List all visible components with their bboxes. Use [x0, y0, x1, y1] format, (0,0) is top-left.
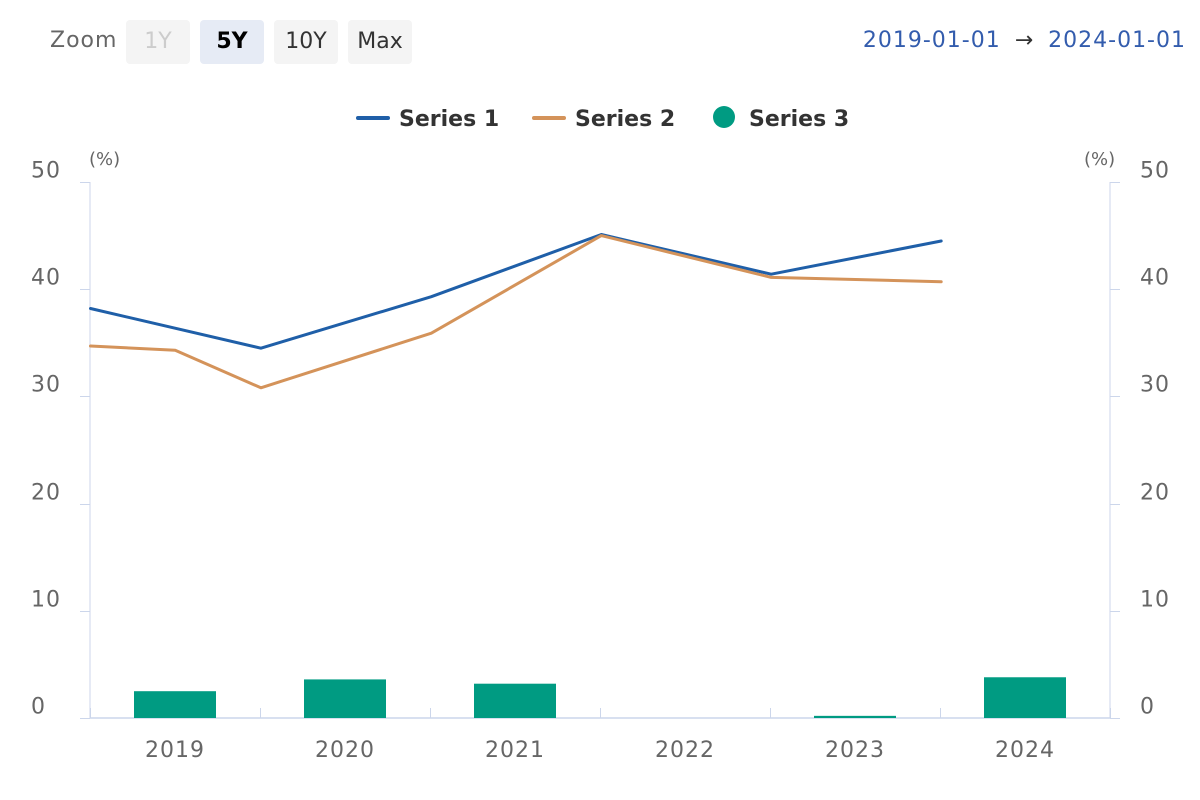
y-right-tick-label: 50: [1140, 159, 1170, 184]
bar-series-3[interactable]: [984, 677, 1066, 718]
x-tick-label: 2019: [145, 738, 205, 763]
x-tick-label: 2022: [655, 738, 715, 763]
y-left-tick-label: 20: [31, 481, 61, 506]
legend-item-series-2[interactable]: Series 2: [532, 107, 675, 132]
range-arrow-icon: →: [1014, 28, 1035, 53]
bar-series-3[interactable]: [814, 715, 896, 718]
zoom-max-button[interactable]: Max: [348, 20, 412, 64]
legend: Series 1 Series 2 Series 3: [356, 106, 849, 132]
y-left-tick-label: 10: [31, 588, 61, 613]
bar-series-3[interactable]: [474, 683, 556, 718]
y-right-tick-label: 30: [1140, 373, 1170, 398]
date-range: 2019-01-01 → 2024-01-01: [863, 28, 1186, 53]
zoom-1y-button[interactable]: 1Y: [126, 20, 190, 64]
legend-marker-series-3: [713, 106, 735, 128]
x-tick-label: 2023: [825, 738, 885, 763]
legend-item-series-1[interactable]: Series 1: [356, 107, 499, 132]
axes: 0 10 20 30 40 50 0 10 20 30 40 50 2019 2020 2021 2022 20…: [31, 159, 1170, 764]
y-right-tick-label: 0: [1140, 695, 1155, 720]
bar-series-3[interactable]: [134, 691, 216, 718]
range-from-input[interactable]: 2019-01-01: [862, 28, 1001, 53]
left-axis-unit: (%): [89, 149, 120, 170]
lines: [89, 233, 943, 390]
bars-series-3: [134, 677, 1066, 718]
y-left-tick-label: 40: [31, 266, 61, 291]
line-series-1[interactable]: [89, 233, 943, 350]
legend-label-series-1: Series 1: [399, 107, 499, 132]
y-right-tick-label: 10: [1140, 588, 1170, 613]
legend-label-series-3: Series 3: [749, 107, 849, 132]
zoom-5y-button[interactable]: 5Y: [200, 20, 264, 64]
y-right-tick-label: 40: [1140, 266, 1170, 291]
x-tick-label: 2021: [485, 738, 545, 763]
y-left-tick-label: 30: [31, 373, 61, 398]
right-axis-unit: (%): [1084, 149, 1115, 170]
range-to-input[interactable]: 2024-01-01: [1048, 28, 1186, 53]
y-left-tick-label: 50: [31, 159, 61, 184]
line-series-2[interactable]: [89, 234, 943, 390]
legend-label-series-2: Series 2: [575, 107, 675, 132]
chart-toolbar: Zoom 1Y 5Y 10Y Max 2019-01-01 → 2024-01-01: [0, 0, 1200, 80]
y-right-tick-label: 20: [1140, 481, 1170, 506]
legend-item-series-3[interactable]: Series 3: [713, 106, 849, 132]
y-left-tick-label: 0: [31, 695, 46, 720]
zoom-label: Zoom: [50, 28, 118, 53]
zoom-10y-button[interactable]: 10Y: [274, 20, 338, 64]
x-tick-label: 2020: [315, 738, 375, 763]
x-tick-label: 2024: [995, 738, 1055, 763]
bar-series-3[interactable]: [304, 679, 386, 718]
